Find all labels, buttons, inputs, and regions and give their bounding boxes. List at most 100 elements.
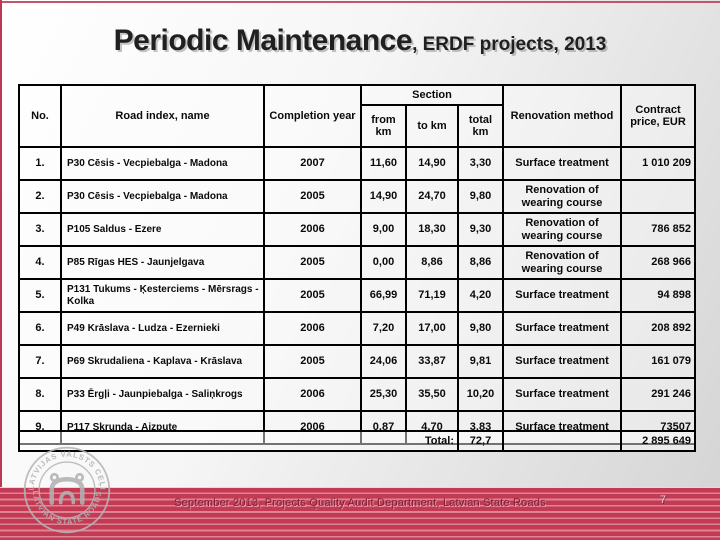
cell-to-km: 24,70 (405, 179, 459, 214)
col-header-to-km: to km (405, 104, 459, 148)
col-header-price: Contract price, EUR (620, 84, 697, 148)
cell-to-km: 17,00 (405, 311, 459, 346)
cell-total-km: 9,30 (456, 212, 505, 247)
cell-total-km: 8,86 (456, 245, 505, 280)
cell-renovation-method: Renovation of wearing course (502, 179, 623, 214)
footer-band: September 2013, Projects Quality Audit D… (0, 487, 720, 540)
cell-renovation-method: Renovation of wearing course (502, 245, 623, 280)
cell-road-name: P30 Cēsis - Vecpiebalga - Madona (60, 179, 265, 214)
cell-to-km: 71,19 (405, 278, 459, 313)
total-method-empty (502, 430, 622, 452)
total-km-value: 72,7 (457, 430, 504, 452)
title-main: Periodic Maintenance (113, 24, 413, 57)
page-number: 7 (659, 494, 666, 506)
cell-road-name: P69 Skrudaliena - Kaplava - Krāslava (60, 344, 265, 379)
logo-arc-top-text: LATVIJAS VALSTS CEĻI (27, 450, 108, 491)
table-row: 3. P105 Saldus - Ezere 2006 9,00 18,30 9… (18, 212, 697, 247)
table-row: 8. P33 Ērgļi - Jaunpiebalga - Saliņkrogs… (18, 377, 697, 412)
cell-completion-year: 2005 (263, 344, 362, 379)
cell-contract-price: 161 079 (620, 344, 697, 379)
cell-from-km: 9,00 (360, 212, 407, 247)
cell-completion-year: 2007 (263, 146, 362, 181)
cell-completion-year: 2005 (263, 245, 362, 280)
table-row: 1. P30 Cēsis - Vecpiebalga - Madona 2007… (18, 146, 697, 181)
cell-to-km: 18,30 (405, 212, 459, 247)
top-accent-line (0, 1, 720, 3)
cell-completion-year: 2005 (263, 278, 362, 313)
cell-renovation-method: Surface treatment (502, 311, 623, 346)
cell-contract-price: 208 892 (620, 311, 697, 346)
cell-renovation-method: Surface treatment (502, 344, 623, 379)
page-title: Periodic Maintenance, ERDF projects, 201… (0, 24, 720, 58)
cell-completion-year: 2005 (263, 179, 362, 214)
cell-to-km: 8,86 (405, 245, 459, 280)
cell-no: 8. (18, 377, 62, 412)
maintenance-table-container: No. Road index, name Completion year Sec… (18, 84, 697, 445)
table-row: 7. P69 Skrudaliena - Kaplava - Krāslava … (18, 344, 697, 379)
cell-no: 3. (18, 212, 62, 247)
header-row-1: No. Road index, name Completion year Sec… (18, 84, 697, 148)
table-row: 4. P85 Rīgas HES - Jaunjelgava 2005 0,00… (18, 245, 697, 280)
table-row: 5. P131 Tukums - Ķesterciems - Mērsrags … (18, 278, 697, 313)
logo-arc-bottom-text: LATVIAN STATE ROADS (31, 490, 104, 526)
col-header-no: No. (18, 84, 62, 148)
cell-no: 6. (18, 311, 62, 346)
cell-road-name: P49 Krāslava - Ludza - Ezernieki (60, 311, 265, 346)
cell-to-km: 35,50 (405, 377, 459, 412)
cell-renovation-method: Surface treatment (502, 278, 623, 313)
logo-outer-ring (23, 446, 111, 534)
logo-bridge-icon (49, 472, 85, 505)
cell-road-name: P33 Ērgļi - Jaunpiebalga - Saliņkrogs (60, 377, 265, 412)
maintenance-table: No. Road index, name Completion year Sec… (18, 84, 697, 445)
cell-renovation-method: Renovation of wearing course (502, 212, 623, 247)
cell-contract-price: 291 246 (620, 377, 697, 412)
header-row-2: from km to km total km (19, 104, 695, 148)
cell-contract-price: 786 852 (620, 212, 697, 247)
cell-to-km: 14,90 (405, 146, 459, 181)
cell-contract-price: 1 010 209 (620, 146, 697, 181)
cell-completion-year: 2006 (263, 212, 362, 247)
col-header-from-km: from km (360, 104, 407, 148)
total-row-container: Total: 72,7 2 895 649 (18, 430, 696, 452)
total-row: Total: 72,7 2 895 649 (18, 430, 696, 452)
cell-total-km: 9,81 (456, 344, 505, 379)
cell-from-km: 66,99 (360, 278, 407, 313)
cell-renovation-method: Surface treatment (502, 377, 623, 412)
logo-inner-ring (38, 461, 96, 519)
total-price-value: 2 895 649 (620, 430, 696, 452)
cell-road-name: P30 Cēsis - Vecpiebalga - Madona (60, 146, 265, 181)
col-header-road: Road index, name (60, 84, 265, 148)
cell-from-km: 25,30 (360, 377, 407, 412)
cell-from-km: 14,90 (360, 179, 407, 214)
col-header-section: Section (359, 84, 505, 106)
total-table: Total: 72,7 2 895 649 (18, 430, 696, 452)
col-header-method: Renovation method (502, 84, 623, 148)
col-header-total-km: total km (456, 104, 505, 148)
cell-contract-price (620, 179, 697, 214)
latvian-state-roads-logo: LATVIJAS VALSTS CEĻI LATVIAN STATE ROADS (23, 446, 111, 534)
cell-no: 4. (18, 245, 62, 280)
cell-total-km: 4,20 (456, 278, 505, 313)
col-header-year: Completion year (263, 84, 362, 148)
cell-no: 7. (18, 344, 62, 379)
cell-contract-price: 94 898 (620, 278, 697, 313)
cell-from-km: 0,00 (360, 245, 407, 280)
table-row: 2. P30 Cēsis - Vecpiebalga - Madona 2005… (18, 179, 697, 214)
left-accent-line (0, 0, 2, 540)
cell-from-km: 11,60 (360, 146, 407, 181)
cell-no: 1. (18, 146, 62, 181)
cell-total-km: 9,80 (456, 311, 505, 346)
total-label: Total: (18, 430, 459, 452)
cell-total-km: 3,30 (456, 146, 505, 181)
cell-road-name: P85 Rīgas HES - Jaunjelgava (60, 245, 265, 280)
cell-no: 2. (18, 179, 62, 214)
cell-no: 5. (18, 278, 62, 313)
footer-text: September 2013, Projects Quality Audit D… (174, 497, 546, 509)
cell-from-km: 7,20 (360, 311, 407, 346)
cell-total-km: 10,20 (456, 377, 505, 412)
cell-to-km: 33,87 (405, 344, 459, 379)
cell-contract-price: 268 966 (620, 245, 697, 280)
cell-renovation-method: Surface treatment (502, 146, 623, 181)
cell-completion-year: 2006 (263, 311, 362, 346)
cell-road-name: P131 Tukums - Ķesterciems - Mērsrags - K… (60, 278, 265, 313)
